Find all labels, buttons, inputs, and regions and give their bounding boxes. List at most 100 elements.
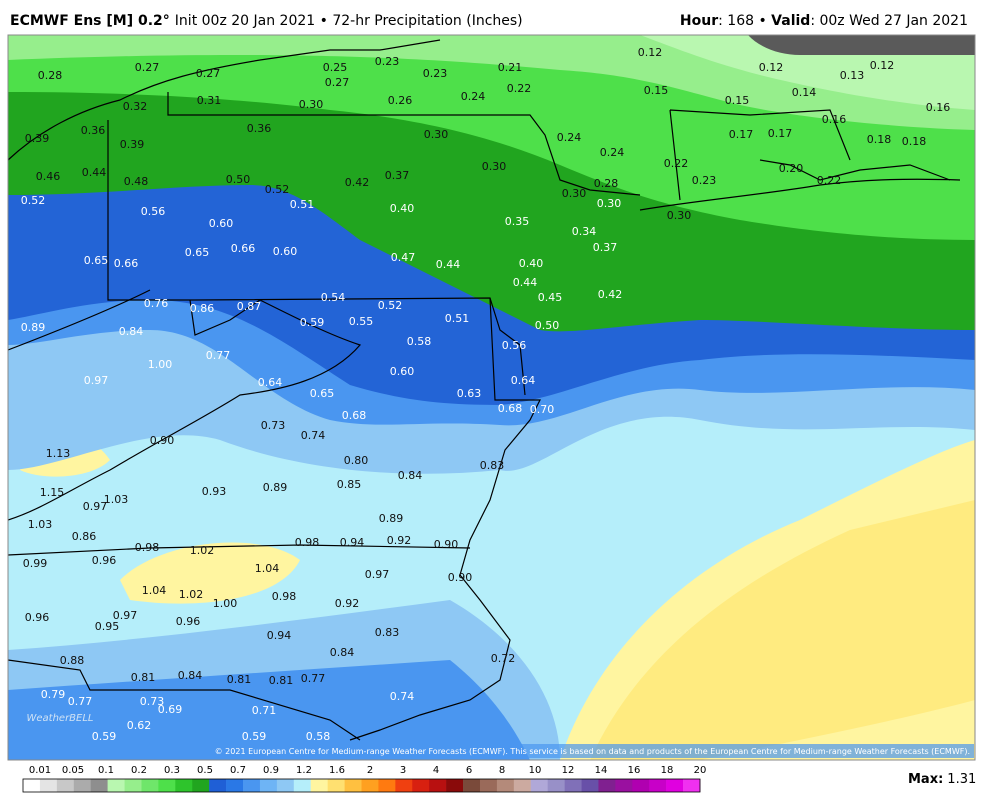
precip-label: 0.89 xyxy=(379,512,404,525)
precip-label: 0.60 xyxy=(209,217,234,230)
colorbar-swatch xyxy=(530,779,548,792)
precip-label: 0.60 xyxy=(390,365,415,378)
colorbar-label: 12 xyxy=(562,765,575,776)
colorbar-label: 0.7 xyxy=(230,765,246,776)
precip-label: 0.98 xyxy=(272,590,297,603)
precip-label: 1.15 xyxy=(40,486,65,499)
precip-label: 0.86 xyxy=(190,302,215,315)
colorbar-label: 0.1 xyxy=(98,765,114,776)
precip-label: 0.98 xyxy=(295,536,320,549)
precip-label: 0.28 xyxy=(594,177,619,190)
precip-label: 0.73 xyxy=(140,695,165,708)
colorbar-swatch xyxy=(310,779,328,792)
precip-label: 0.97 xyxy=(365,568,390,581)
precip-label: 0.44 xyxy=(513,276,538,289)
precip-label: 0.46 xyxy=(36,170,61,183)
copyright-bg xyxy=(232,744,974,758)
colorbar: 0.01 0.05 0.1 0.2 0.3 0.5 0.7 0.9 1.2 1.6 2 3 4 6 8 10 1… xyxy=(22,765,706,793)
precip-label: 0.90 xyxy=(448,571,473,584)
precip-label: 0.30 xyxy=(299,98,324,111)
colorbar-swatch xyxy=(429,779,447,792)
precip-label: 0.42 xyxy=(598,288,623,301)
model-name: ECMWF Ens [M] 0.2° xyxy=(10,13,170,29)
precip-label: 0.44 xyxy=(82,166,107,179)
great-lakes-shore xyxy=(8,39,441,161)
precip-label: 0.15 xyxy=(725,94,750,107)
precip-label: 0.30 xyxy=(562,187,587,200)
precip-label: 0.88 xyxy=(60,654,85,667)
precip-label: 0.84 xyxy=(330,646,355,659)
precip-label: 0.77 xyxy=(68,695,93,708)
precip-label: 0.86 xyxy=(72,530,97,543)
precip-label: 0.96 xyxy=(25,611,50,624)
colorbar-swatch xyxy=(547,779,565,792)
precip-label: 0.59 xyxy=(242,730,267,743)
valid-key: Valid xyxy=(771,13,810,29)
colorbar-swatch xyxy=(395,779,413,792)
colorbar-swatch xyxy=(73,779,91,792)
colorbar-swatch xyxy=(581,779,599,792)
copyright: © 2021 European Centre for Medium-range … xyxy=(215,747,970,756)
colorbar-swatch xyxy=(513,779,532,792)
precip-label: 0.36 xyxy=(247,122,272,135)
colorbar-swatch xyxy=(158,779,176,792)
precip-label: 0.15 xyxy=(644,84,669,97)
colorbar-label: 10 xyxy=(529,765,542,776)
colorbar-label: 1.6 xyxy=(329,765,345,776)
precip-label: 1.03 xyxy=(104,493,129,506)
map-frame xyxy=(7,34,976,761)
precip-label: 0.18 xyxy=(867,133,892,146)
precip-label: 0.94 xyxy=(267,629,292,642)
precip-label: 0.24 xyxy=(461,90,486,103)
nc-sc-border xyxy=(8,659,361,741)
header-left: ECMWF Ens [M] 0.2° Init 00z 20 Jan 2021 •… xyxy=(10,13,523,29)
max-value: 1.31 xyxy=(947,772,976,787)
colorbar-frame xyxy=(22,778,701,793)
precip-label: 0.83 xyxy=(480,459,505,472)
colorbar-swatch xyxy=(683,779,701,792)
colorbar-swatch xyxy=(56,779,75,792)
colorbar-swatch xyxy=(496,779,515,792)
precip-label: 0.65 xyxy=(310,387,335,400)
precip-label: 0.12 xyxy=(870,59,895,72)
precip-label: 0.58 xyxy=(306,730,331,743)
precip-label: 0.22 xyxy=(507,82,532,95)
colorbar-swatch xyxy=(124,779,142,792)
precip-label: 0.22 xyxy=(664,157,689,170)
precip-label: 0.39 xyxy=(25,132,50,145)
precip-label: 0.81 xyxy=(269,674,294,687)
precip-label: 0.74 xyxy=(390,690,415,703)
precip-label: 0.27 xyxy=(196,67,221,80)
precip-label: 1.00 xyxy=(213,597,238,610)
precip-label: 0.27 xyxy=(135,61,160,74)
band-mid-blue-south xyxy=(8,660,530,760)
colorbar-label: 0.9 xyxy=(263,765,279,776)
precip-label: 1.04 xyxy=(142,584,167,597)
precip-label: 0.14 xyxy=(792,86,817,99)
precip-label: 0.80 xyxy=(344,454,369,467)
precip-label: 0.18 xyxy=(902,135,927,148)
precip-label: 0.77 xyxy=(206,349,231,362)
colorbar-label: 0.2 xyxy=(131,765,147,776)
precip-label: 0.16 xyxy=(926,101,951,114)
precip-label: 0.62 xyxy=(127,719,152,732)
colorbar-swatch xyxy=(175,779,193,792)
precip-label: 0.89 xyxy=(263,481,288,494)
precip-label: 0.44 xyxy=(436,258,461,271)
run-info: Init 00z 20 Jan 2021 • 72-hr Precipitati… xyxy=(175,13,523,29)
precip-label: 0.68 xyxy=(498,402,523,415)
colorbar-swatch xyxy=(412,779,430,792)
precip-label: 0.66 xyxy=(114,257,139,270)
colorbar-label: 14 xyxy=(595,765,608,776)
colorbar-swatch xyxy=(90,779,108,792)
colorbar-swatch xyxy=(649,779,667,792)
precip-label: 0.40 xyxy=(519,257,544,270)
precip-label: 0.64 xyxy=(511,374,536,387)
long-island xyxy=(639,178,961,211)
precip-label: 0.90 xyxy=(150,434,175,447)
precip-label: 0.60 xyxy=(273,245,298,258)
precip-label: 0.37 xyxy=(385,169,410,182)
precip-label: 0.20 xyxy=(779,162,804,175)
colorbar-swatch xyxy=(632,779,650,792)
precip-label: 0.94 xyxy=(340,536,365,549)
